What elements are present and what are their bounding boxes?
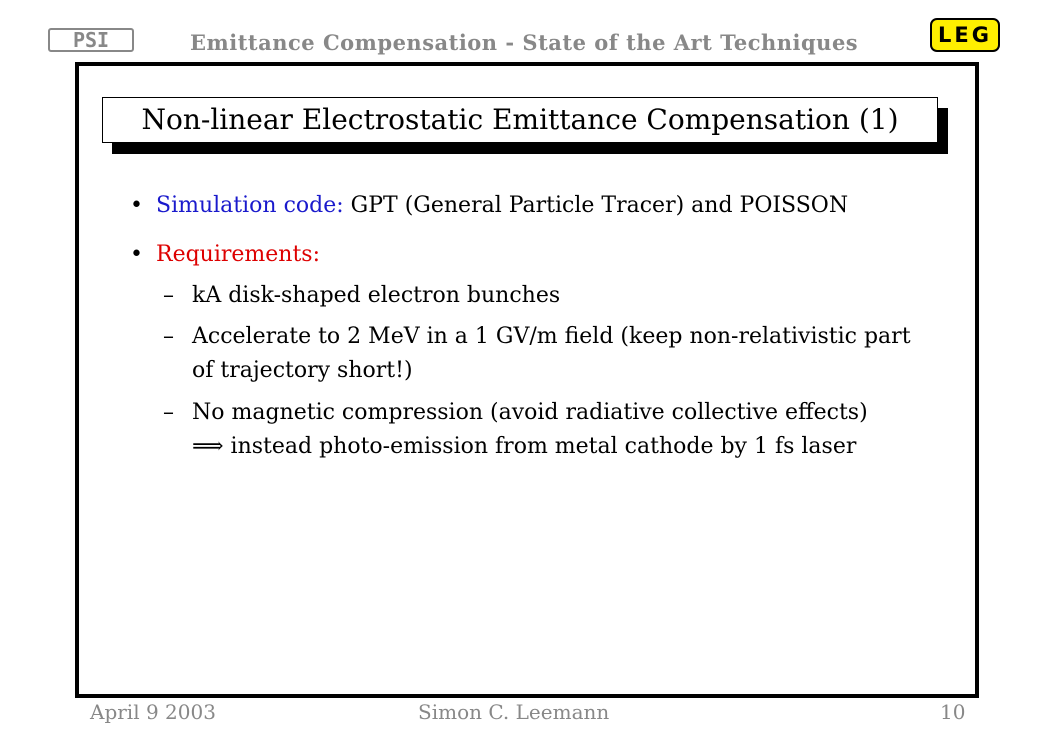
logo-leg: LEG xyxy=(930,18,1000,52)
subitem: Accelerate to 2 MeV in a 1 GV/m field (k… xyxy=(192,324,911,349)
footer-page: 10 xyxy=(940,700,966,724)
bullet: • xyxy=(130,193,143,218)
subitem: ⟹ instead photo-emission from metal cath… xyxy=(192,434,857,459)
bullet: • xyxy=(130,242,143,267)
bullet-text: GPT (General Particle Tracer) and POISSO… xyxy=(350,193,849,218)
header-title: Emittance Compensation - State of the Ar… xyxy=(190,30,859,55)
subitem: kA disk-shaped electron bunches xyxy=(192,283,561,308)
subitem: of trajectory short!) xyxy=(192,358,413,383)
footer-date: April 9 2003 xyxy=(90,700,216,724)
dash: – xyxy=(163,324,174,349)
footer-author: Simon C. Leemann xyxy=(418,700,610,724)
subitem: No magnetic compression (avoid radiative… xyxy=(192,400,868,425)
bullet-label: Requirements: xyxy=(156,242,321,267)
bullet-item: Simulation code: GPT (General Particle T… xyxy=(156,193,848,218)
slide-frame xyxy=(75,62,979,698)
logo-psi: PSI xyxy=(48,28,134,52)
dash: – xyxy=(163,283,174,308)
bullet-label: Simulation code: xyxy=(156,193,344,218)
dash: – xyxy=(163,400,174,425)
slide-title: Non-linear Electrostatic Emittance Compe… xyxy=(102,97,938,143)
